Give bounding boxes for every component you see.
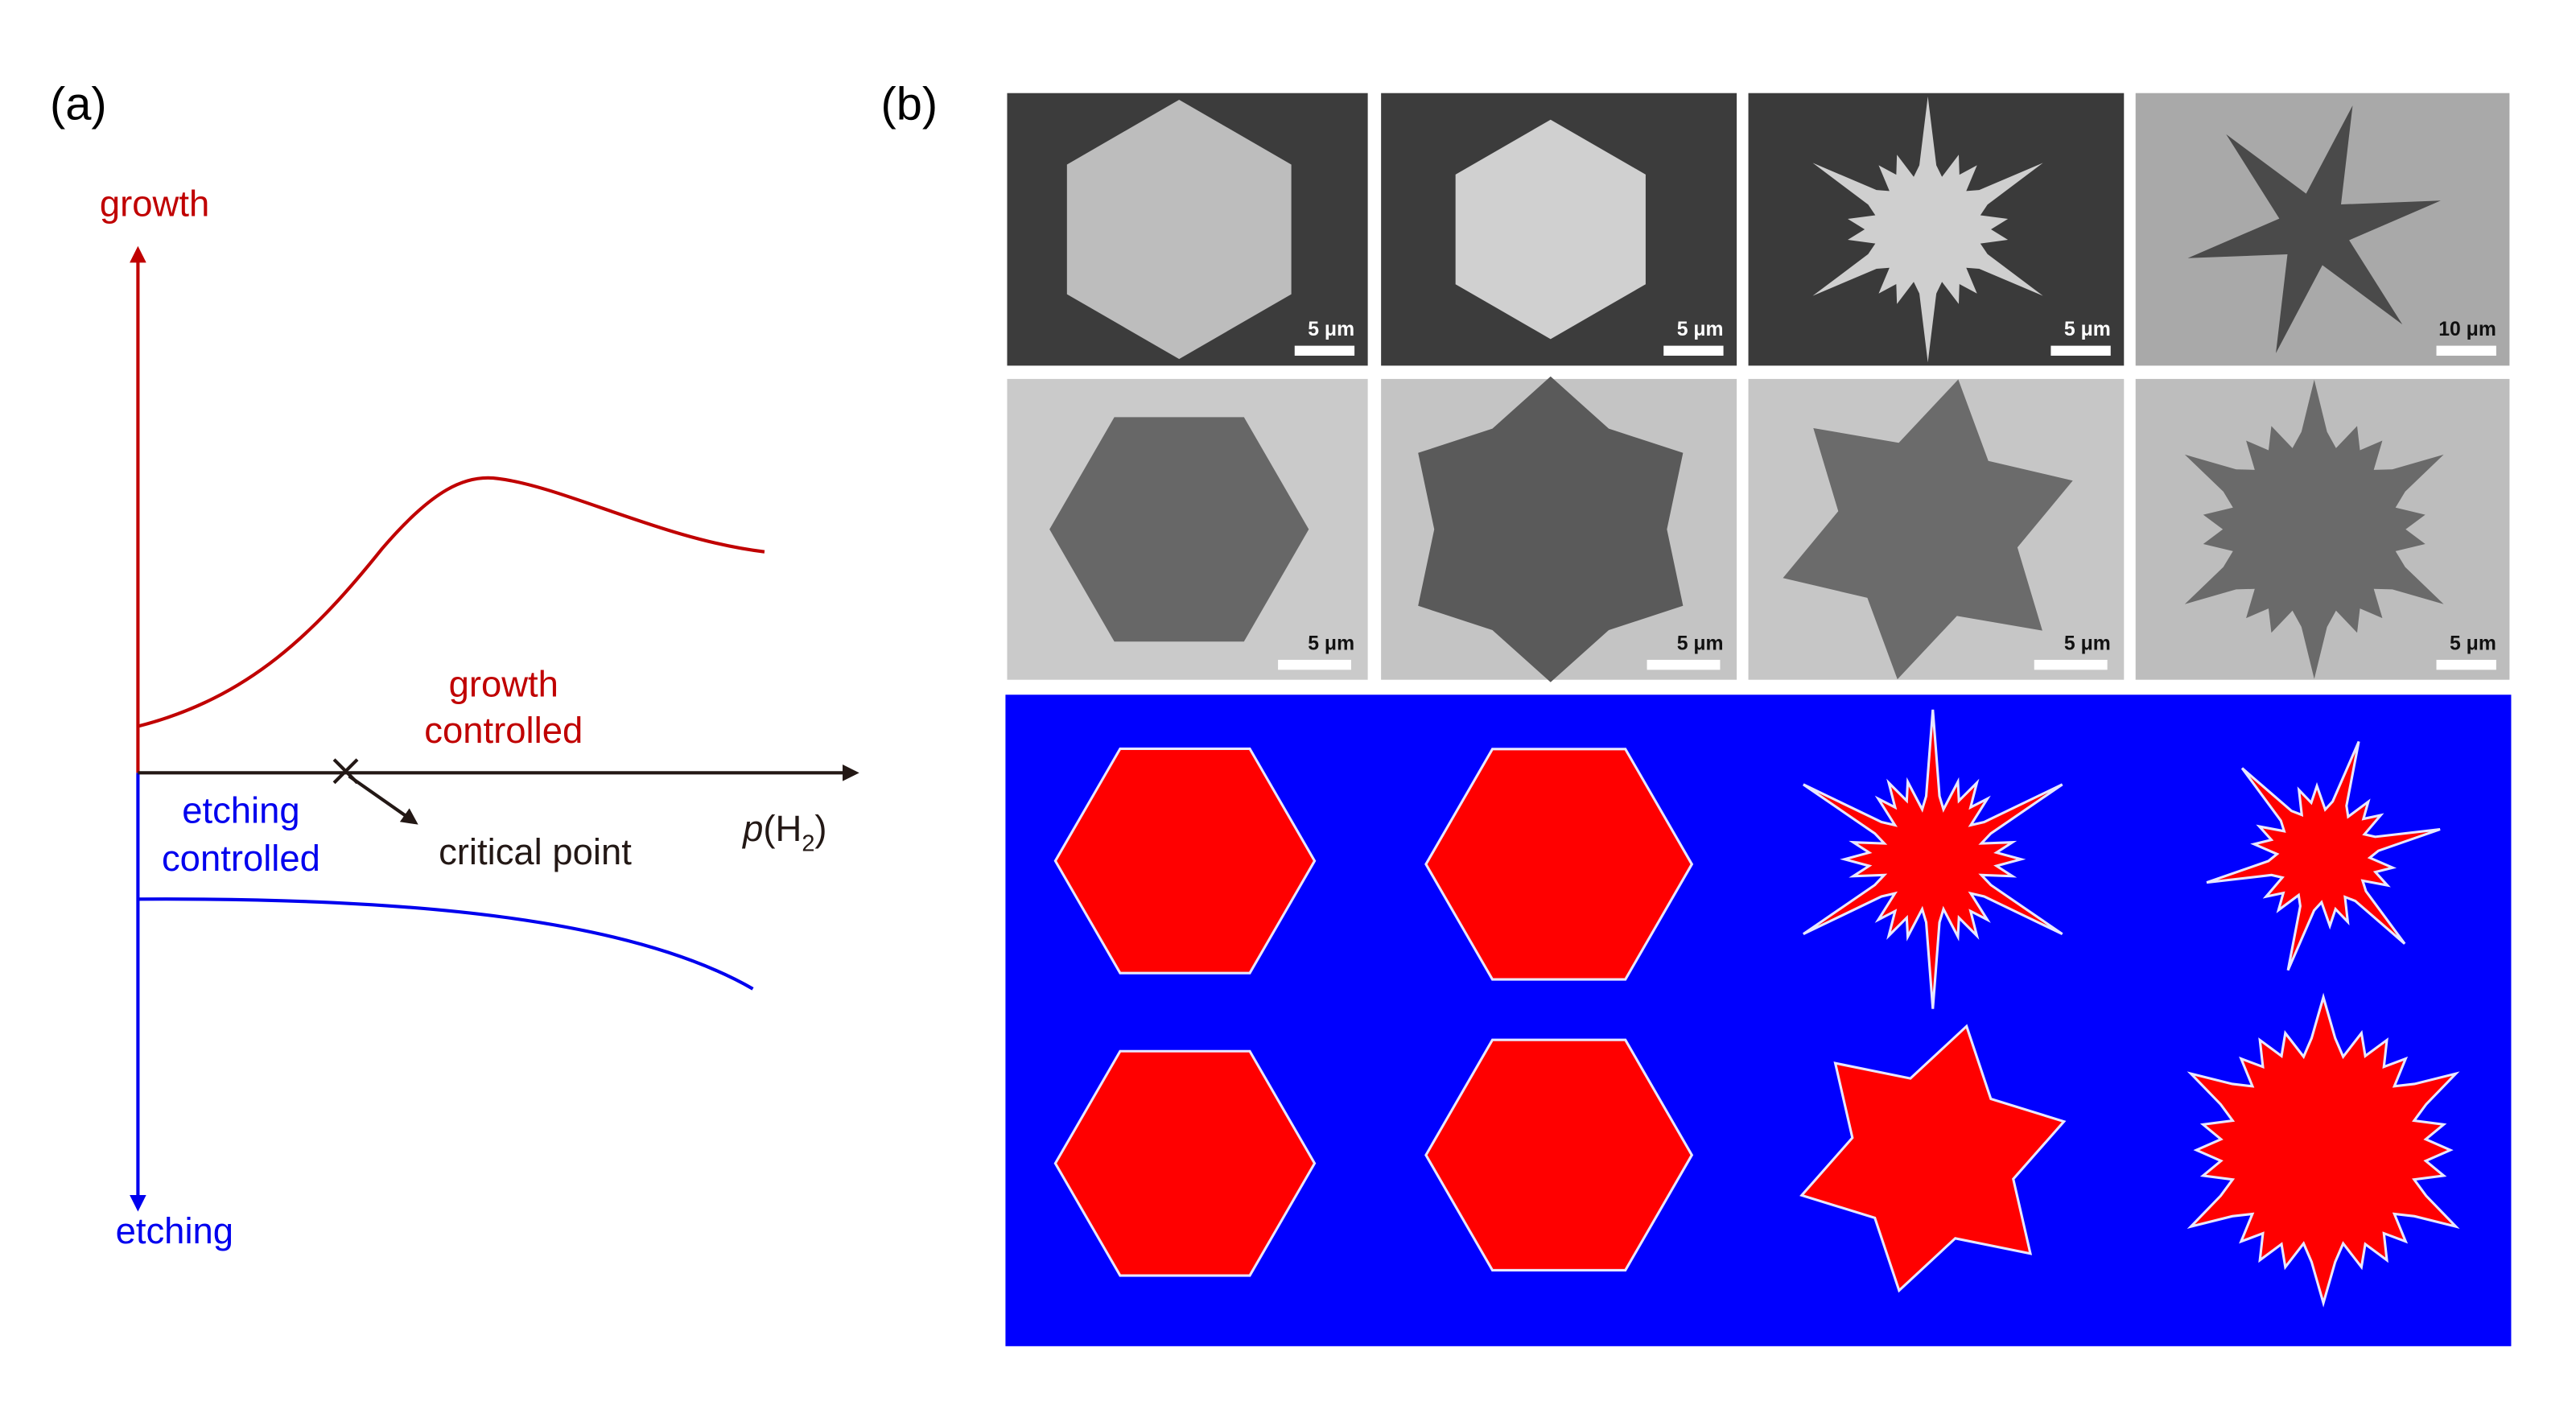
crystal-shape bbox=[2187, 105, 2441, 353]
x-label-open: (H bbox=[763, 808, 802, 849]
scale-bar-label: 5 μm bbox=[1308, 633, 1354, 655]
scale-bar bbox=[1663, 345, 1724, 356]
simulated-shape bbox=[1053, 747, 1317, 975]
x-axis-label: p(H2) bbox=[741, 808, 826, 856]
simulated-shape bbox=[2206, 740, 2441, 971]
scale-bar bbox=[1278, 659, 1351, 670]
scale-bar bbox=[2436, 345, 2496, 356]
scale-bar-label: 10 μm bbox=[2438, 319, 2496, 340]
crystal-shape bbox=[1783, 379, 2073, 680]
scale-bar bbox=[2050, 345, 2111, 356]
simulated-shape bbox=[1803, 709, 2063, 1009]
crystal-shape bbox=[1418, 376, 1684, 682]
scale-bar bbox=[2034, 659, 2108, 670]
growth-curve bbox=[137, 476, 765, 728]
scale-bar-label: 5 μm bbox=[1308, 319, 1354, 340]
simulated-shape bbox=[2187, 992, 2460, 1308]
simulated-shape bbox=[1799, 1024, 2067, 1293]
scale-bar-label: 5 μm bbox=[2064, 633, 2111, 655]
scale-bar-label: 5 μm bbox=[1677, 633, 1724, 655]
panel-label: (a) bbox=[50, 79, 107, 130]
scale-bar-label: 5 μm bbox=[1677, 319, 1724, 340]
etching-curve bbox=[138, 897, 754, 991]
region-label: etching bbox=[182, 789, 299, 830]
simulated-shape bbox=[1424, 1038, 1694, 1271]
x-label-close: ) bbox=[814, 808, 826, 849]
crystal-shape bbox=[1049, 417, 1309, 642]
x-label-p: p bbox=[741, 808, 763, 849]
crystal-shape bbox=[1066, 99, 1292, 360]
crystal-shape bbox=[1812, 96, 2043, 363]
crystal-shape bbox=[1455, 119, 1646, 340]
axis-label: etching bbox=[116, 1210, 233, 1251]
panel-label: (b) bbox=[881, 79, 938, 130]
x-label-sub: 2 bbox=[802, 830, 814, 856]
axis-label: growth bbox=[100, 183, 209, 225]
simulated-shape bbox=[1424, 748, 1694, 981]
region-label: controlled bbox=[424, 710, 583, 751]
scale-bar-label: 5 μm bbox=[2064, 319, 2111, 340]
region-label: controlled bbox=[162, 838, 320, 879]
crystal-shape bbox=[2184, 379, 2444, 679]
annotation: critical point bbox=[439, 831, 632, 872]
region-label: growth bbox=[449, 663, 558, 704]
image-grid: 5 μm 5 μm 5 μm 10 μm 5 μm 5 μm 5 μm 5 μm bbox=[1007, 93, 2510, 1308]
simulated-shape bbox=[1053, 1049, 1317, 1277]
scale-bar bbox=[2436, 659, 2496, 670]
scale-bar bbox=[1647, 659, 1721, 670]
scale-bar bbox=[1294, 345, 1355, 356]
scale-bar-label: 5 μm bbox=[2450, 633, 2496, 655]
pointer bbox=[348, 774, 418, 825]
